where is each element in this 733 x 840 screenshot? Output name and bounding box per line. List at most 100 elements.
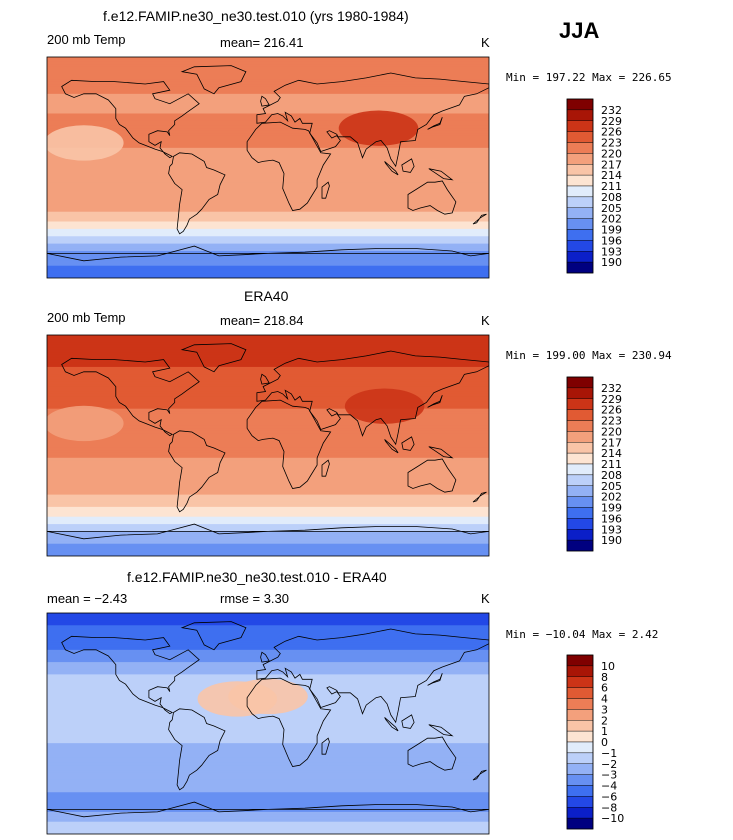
zonal-band	[47, 265, 489, 269]
zonal-band	[47, 649, 489, 653]
zonal-band	[47, 445, 489, 449]
zonal-band	[47, 809, 489, 813]
colorbar-tick-label: 190	[601, 534, 622, 547]
zonal-band	[47, 806, 489, 811]
coastline-eurasia	[256, 72, 489, 168]
coastline-borneo	[401, 436, 415, 451]
zonal-band	[47, 248, 489, 252]
zonal-band	[47, 403, 489, 407]
zonal-band	[47, 509, 489, 513]
colorbar-tick-label: 217	[601, 436, 622, 449]
zonal-band	[47, 632, 489, 636]
colorbar-tick-label: 220	[601, 147, 622, 160]
feature-region	[344, 388, 425, 424]
zonal-band	[47, 462, 489, 466]
zonal-band	[47, 258, 489, 262]
coastline-uk	[260, 95, 270, 107]
colorbar-swatch	[566, 164, 594, 176]
zonal-band	[47, 142, 489, 146]
zonal-band	[47, 369, 489, 373]
zonal-band	[47, 349, 489, 353]
colorbar-swatch	[566, 207, 594, 219]
colorbar-tick-label: 226	[601, 404, 622, 417]
zonal-band	[47, 120, 489, 124]
map-frame	[46, 56, 490, 279]
zonal-band	[47, 725, 489, 730]
zonal-band	[47, 389, 489, 393]
zonal-band	[47, 467, 489, 471]
colorbar-tick-label: 232	[601, 382, 622, 395]
colorbar-tick-label: 214	[601, 447, 622, 460]
zonal-band	[47, 76, 489, 80]
colorbar-swatch	[566, 142, 594, 154]
zonal-band	[47, 221, 489, 225]
zonal-band	[47, 541, 489, 545]
panel-3-title: f.e12.FAMIP.ne30_ne30.test.010 - ERA40	[127, 569, 387, 585]
coastline-australia	[407, 736, 457, 771]
zonal-band	[47, 826, 489, 830]
coastline-madagascar	[321, 181, 330, 199]
colorbar-tick-label: 196	[601, 234, 622, 247]
zonal-band	[47, 755, 489, 759]
zonal-band	[47, 745, 489, 749]
map-frame	[46, 612, 490, 835]
zonal-band	[47, 548, 489, 552]
coastline-sumatra	[384, 161, 399, 176]
zonal-band	[47, 155, 489, 159]
zonal-band	[47, 489, 489, 493]
colorbar-swatch	[566, 229, 594, 241]
zonal-band	[47, 86, 489, 90]
colorbar-swatch	[566, 763, 594, 775]
zonal-band	[47, 506, 489, 510]
colorbar-tick-label: −1	[601, 747, 617, 760]
zonal-band	[47, 238, 489, 242]
colorbar-swatch	[566, 665, 594, 677]
panel-1-units: K	[481, 35, 490, 50]
coastline-new-zealand	[472, 491, 487, 503]
colorbar-swatch	[566, 518, 594, 530]
coastline-greenland	[180, 621, 247, 651]
zonal-band	[47, 130, 489, 134]
zonal-band	[47, 723, 489, 727]
zonal-band	[47, 342, 489, 346]
zonal-band	[47, 201, 489, 205]
zonal-band	[47, 231, 489, 235]
zonal-band	[47, 531, 489, 535]
zonal-band	[47, 792, 489, 796]
zonal-band	[47, 157, 489, 161]
zonal-band	[47, 789, 489, 793]
zonal-band	[47, 371, 489, 375]
coastline-new-zealand	[472, 213, 487, 225]
panel-2-title: ERA40	[244, 288, 289, 304]
colorbar-swatch	[566, 109, 594, 121]
colorbar-swatch	[566, 409, 594, 421]
zonal-band	[47, 138, 489, 142]
zonal-band	[47, 804, 489, 808]
zonal-band	[47, 236, 489, 240]
zonal-band	[47, 182, 489, 186]
zonal-band	[47, 406, 489, 410]
coastline-antarctica	[47, 523, 489, 540]
zonal-band	[47, 821, 489, 825]
zonal-band	[47, 81, 489, 85]
zonal-band	[47, 115, 489, 119]
colorbar-tick-label: 229	[601, 393, 622, 406]
zonal-band	[47, 204, 489, 208]
zonal-band	[47, 79, 489, 83]
zonal-band	[47, 492, 489, 496]
map-panel-2	[46, 334, 490, 557]
zonal-band	[47, 772, 489, 776]
zonal-band	[47, 91, 489, 95]
zonal-band	[47, 662, 489, 666]
colorbar-tick-label: 10	[601, 660, 615, 673]
zonal-band	[47, 352, 489, 356]
colorbar-swatch	[566, 654, 594, 667]
zonal-band	[47, 393, 489, 397]
colorbar-tick-label: 208	[601, 191, 622, 204]
colorbar-swatch	[566, 676, 594, 688]
zonal-band	[47, 206, 489, 210]
coastline-antarctica	[47, 801, 489, 818]
zonal-band	[47, 228, 489, 232]
zonal-band	[47, 642, 489, 646]
